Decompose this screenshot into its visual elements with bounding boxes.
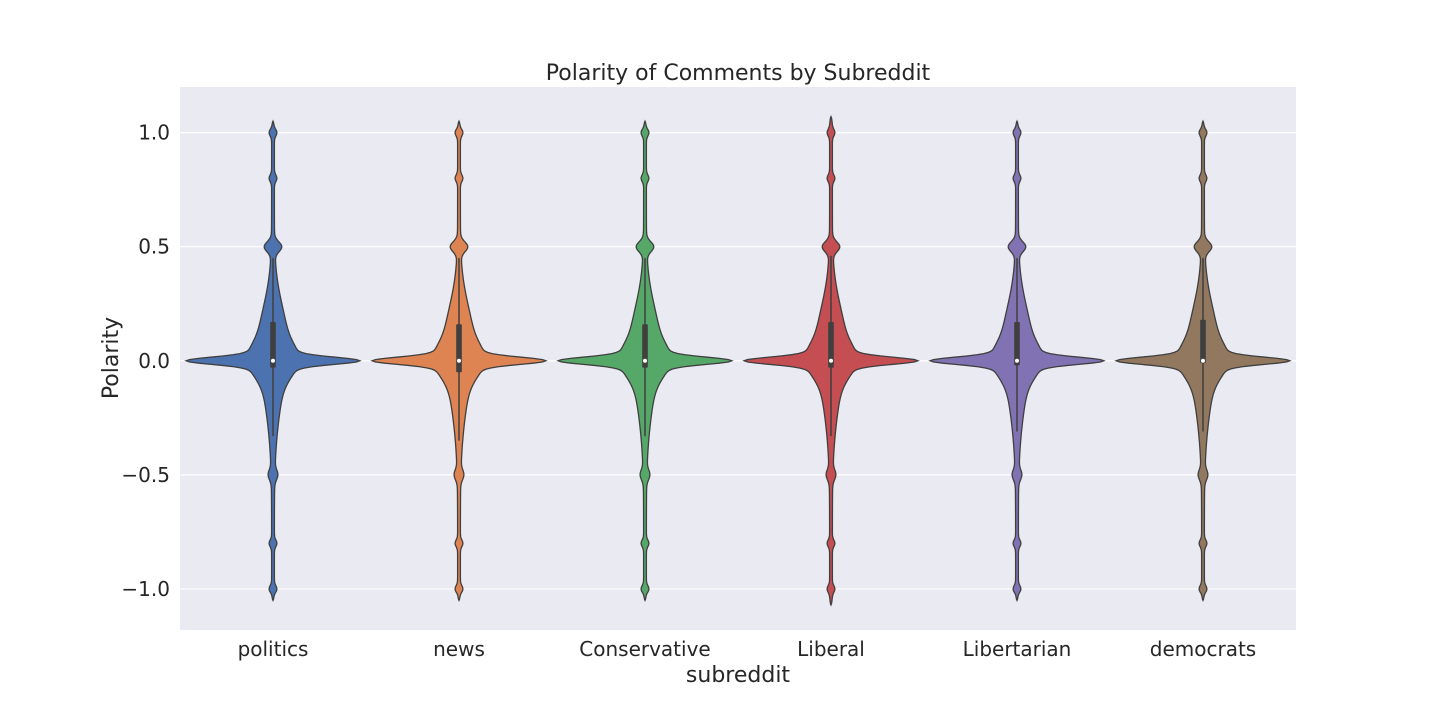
violin-median	[271, 358, 275, 363]
violin-iqr-box	[456, 324, 462, 373]
y-tick-label: −0.5	[121, 463, 170, 487]
violin-median	[457, 358, 461, 363]
x-axis-label: subreddit	[686, 663, 791, 688]
x-tick-label: news	[433, 637, 485, 661]
violin-politics	[184, 119, 362, 603]
violin-news	[370, 119, 548, 603]
x-tick-label: Liberal	[797, 637, 865, 661]
x-tick-label: democrats	[1150, 637, 1256, 661]
y-tick-label: 0.5	[138, 235, 170, 259]
violin-iqr-box	[270, 321, 276, 368]
x-tick-label: Libertarian	[963, 637, 1072, 661]
x-tick-label: Conservative	[579, 637, 710, 661]
plot-area	[180, 87, 1296, 630]
violin-libertarian	[928, 119, 1106, 603]
violin-democrats	[1114, 119, 1292, 603]
x-tick-labels: politics news Conservative Liberal Libertari…	[238, 637, 1257, 661]
violin-conservative	[556, 119, 734, 603]
violin-median	[829, 358, 833, 363]
violin-median	[1201, 358, 1205, 363]
violin-iqr-box	[1200, 319, 1206, 364]
grid-lines	[180, 132, 1296, 590]
x-tick-label: politics	[238, 637, 309, 661]
violin-median	[643, 358, 647, 363]
y-tick-labels: 1.0 0.5 0.0 −0.5 −1.0	[121, 121, 170, 601]
violin-iqr-box	[1014, 321, 1020, 366]
violin-iqr-box	[828, 321, 834, 368]
y-tick-label: 0.0	[138, 349, 170, 373]
chart-title: Polarity of Comments by Subreddit	[546, 61, 931, 86]
violin-liberal	[742, 114, 920, 607]
violins	[184, 114, 1292, 607]
y-tick-label: −1.0	[121, 577, 170, 601]
violin-iqr-box	[642, 324, 648, 368]
violin-median	[1015, 358, 1019, 363]
y-axis-label: Polarity	[99, 317, 124, 399]
y-tick-label: 1.0	[138, 121, 170, 145]
